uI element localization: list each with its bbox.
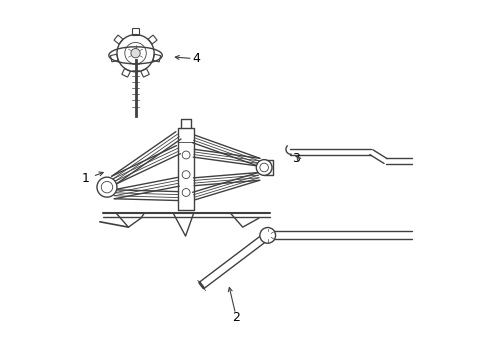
Circle shape — [256, 159, 271, 175]
Text: 4: 4 — [192, 52, 200, 65]
Text: 1: 1 — [81, 172, 89, 185]
Text: 2: 2 — [231, 311, 239, 324]
Circle shape — [97, 177, 117, 197]
Text: 3: 3 — [292, 152, 300, 165]
Circle shape — [259, 228, 275, 243]
Circle shape — [131, 49, 140, 58]
